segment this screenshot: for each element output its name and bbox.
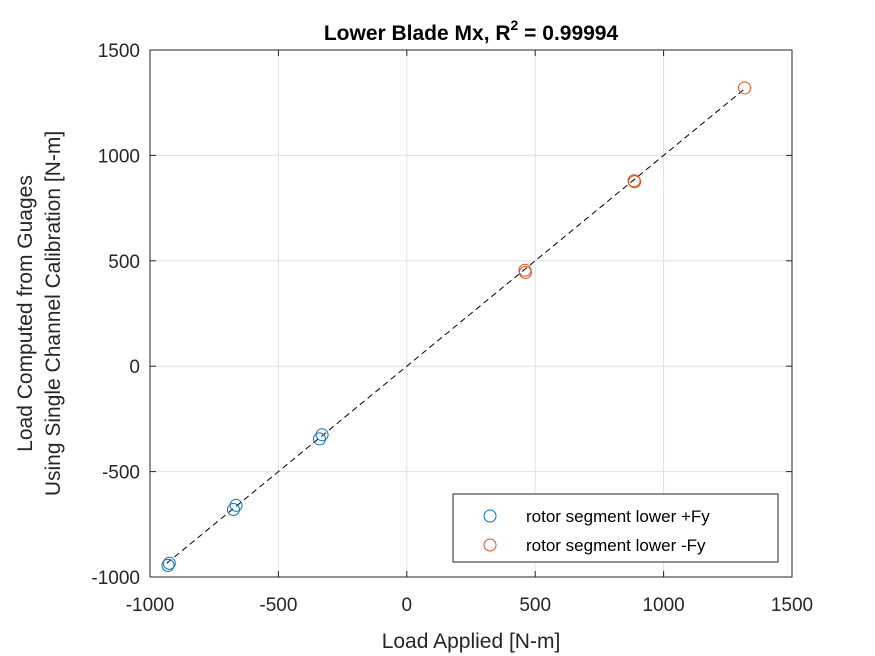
data-point-minus-fy — [628, 175, 642, 189]
data-point-plus-fy — [229, 498, 243, 512]
legend: rotor segment lower +Fy rotor segment lo… — [452, 493, 779, 563]
x-tick-label: 1500 — [771, 595, 813, 616]
y-tick-label: -1000 — [91, 568, 140, 589]
x-axis-label: Load Applied [N-m] — [382, 630, 561, 653]
legend-marker-minus-fy — [483, 538, 497, 552]
y-tick-label: 500 — [108, 252, 140, 273]
data-point-plus-fy — [315, 428, 329, 442]
legend-box — [452, 493, 779, 563]
fit-line — [166, 87, 747, 564]
x-tick-label: -500 — [259, 595, 297, 616]
x-tick-label: -1000 — [126, 595, 175, 616]
plot-area-border — [149, 49, 793, 578]
data-points — [161, 81, 751, 572]
x-tick-label: 1000 — [642, 595, 684, 616]
data-point-plus-fy — [226, 503, 240, 517]
data-point-minus-fy — [737, 81, 751, 95]
y-axis-label-line-1: Load Computed from Guages — [14, 175, 37, 452]
ticks — [149, 49, 793, 578]
y-axis-label-line-2: Using Single Channel Calibration [N-m] — [42, 131, 65, 496]
y-tick-label: 1000 — [98, 146, 140, 167]
y-tick-label: 0 — [129, 357, 140, 378]
legend-marker-plus-fy — [483, 509, 497, 523]
data-point-minus-fy — [518, 265, 532, 279]
chart-title-main: Lower Blade Mx, R — [324, 22, 511, 45]
y-tick-label: 1500 — [98, 41, 140, 62]
y-tick-label: -500 — [102, 463, 140, 484]
data-point-plus-fy — [162, 556, 176, 570]
tick-labels: -1000 -500 0 500 1000 1500 -1000 -500 0 500 1000 15… — [91, 41, 813, 616]
data-point-plus-fy — [161, 558, 175, 572]
x-tick-label: 0 — [402, 595, 413, 616]
chart-title: Lower Blade Mx, R2 = 0.99994 — [324, 17, 619, 45]
chart-title-superscript: 2 — [511, 17, 519, 33]
data-point-plus-fy — [312, 432, 326, 446]
x-tick-label: 500 — [519, 595, 551, 616]
chart-title-suffix: = 0.99994 — [518, 22, 618, 45]
fit-line-layer — [166, 87, 747, 564]
legend-label-minus-fy: rotor segment lower -Fy — [526, 536, 706, 555]
legend-label-plus-fy: rotor segment lower +Fy — [526, 507, 710, 526]
